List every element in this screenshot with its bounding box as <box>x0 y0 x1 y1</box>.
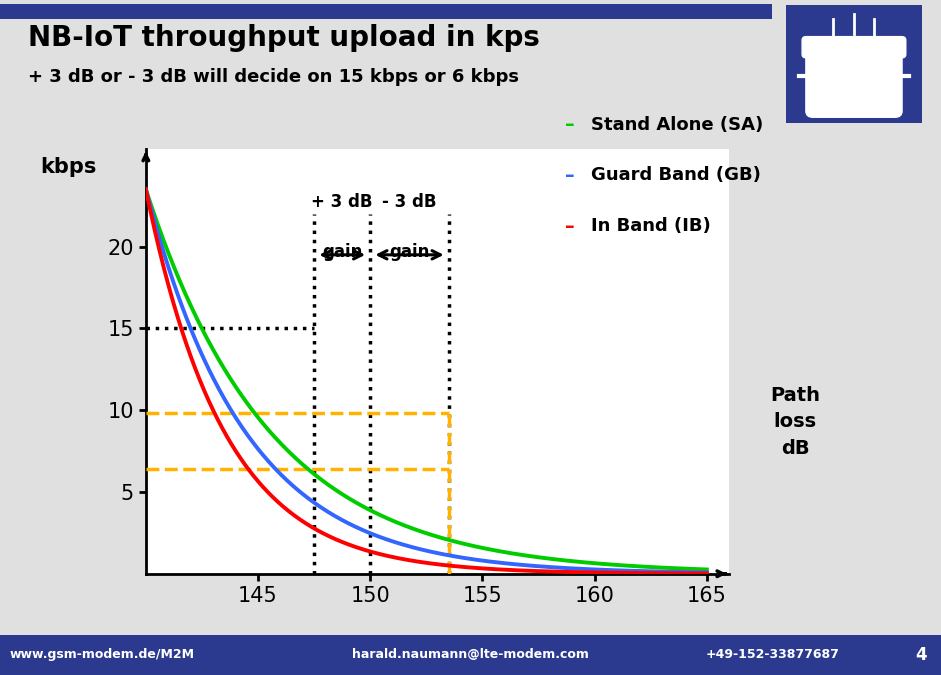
Text: 4: 4 <box>916 646 927 664</box>
Text: - 3 dB: - 3 dB <box>382 192 437 211</box>
Text: + 3 dB: + 3 dB <box>311 192 373 211</box>
FancyBboxPatch shape <box>806 46 901 117</box>
Text: Guard Band (GB): Guard Band (GB) <box>591 167 761 184</box>
Text: +49-152-33877687: +49-152-33877687 <box>706 648 839 662</box>
Text: –: – <box>565 166 581 185</box>
Text: harald.naumann@lte-modem.com: harald.naumann@lte-modem.com <box>352 648 589 662</box>
Text: In Band (IB): In Band (IB) <box>591 217 710 235</box>
Text: + 3 dB or - 3 dB will decide on 15 kbps or 6 kbps: + 3 dB or - 3 dB will decide on 15 kbps … <box>28 68 519 86</box>
Text: www.gsm-modem.de/M2M: www.gsm-modem.de/M2M <box>9 648 195 662</box>
Text: –: – <box>565 217 581 236</box>
Text: NB-IoT throughput upload in kps: NB-IoT throughput upload in kps <box>28 24 540 51</box>
Text: Path
loss
dB: Path loss dB <box>770 386 821 458</box>
FancyBboxPatch shape <box>802 36 906 58</box>
Text: gain: gain <box>322 244 362 261</box>
Text: Stand Alone (SA): Stand Alone (SA) <box>591 116 763 134</box>
Text: gain: gain <box>390 244 430 261</box>
Text: –: – <box>565 115 581 134</box>
Text: kbps: kbps <box>40 157 97 177</box>
